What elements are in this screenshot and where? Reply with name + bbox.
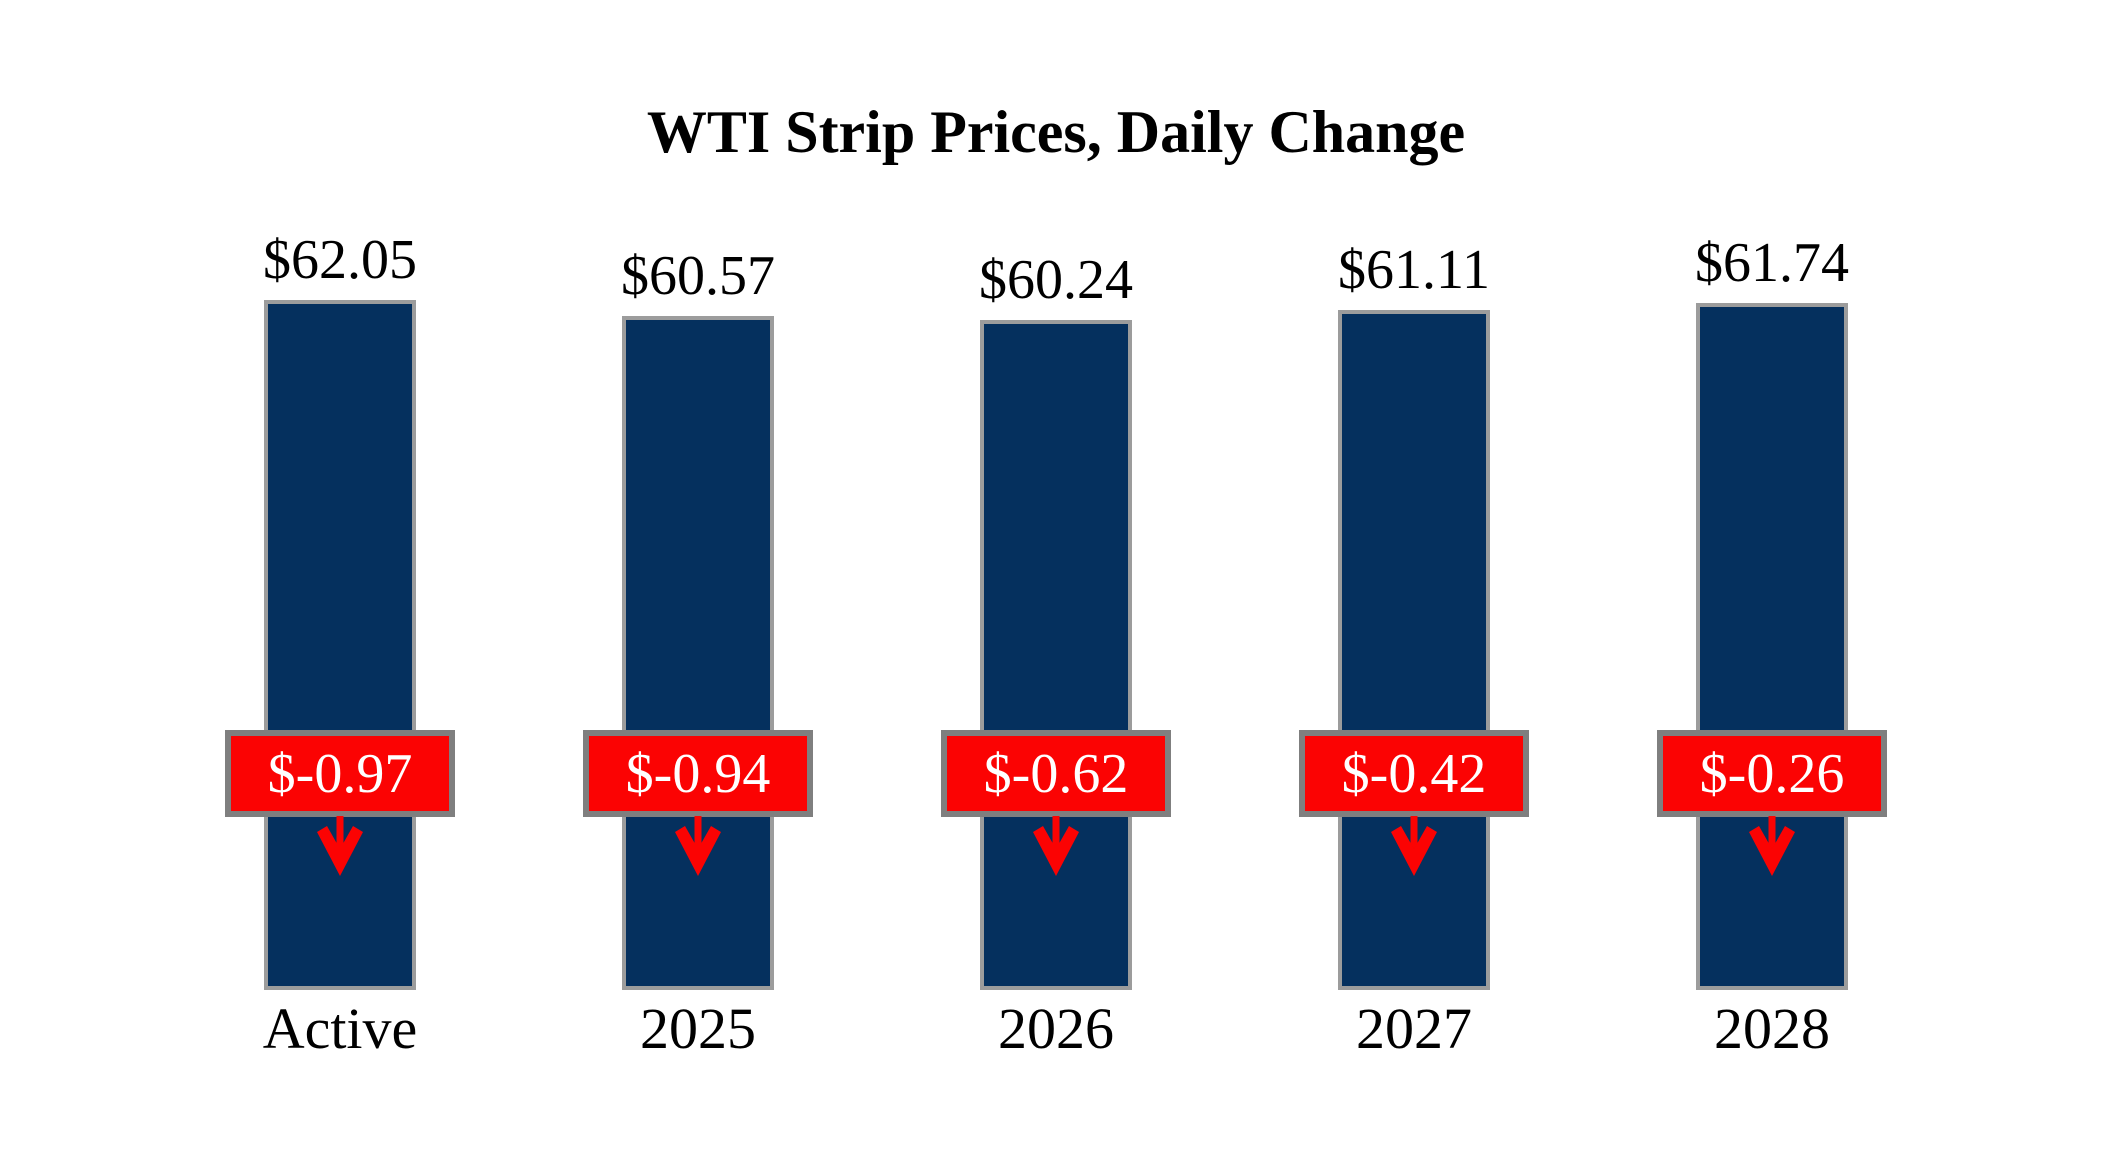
price-label: $61.11 [1338, 239, 1490, 301]
bar-group-active: $62.05 $-0.97 Active [160, 0, 520, 1152]
down-arrow-icon [1391, 816, 1437, 876]
down-arrow-icon [1749, 816, 1795, 876]
price-label: $60.24 [979, 249, 1133, 311]
bar-group-2028: $61.74 $-0.26 2028 [1592, 0, 1952, 1152]
price-label: $60.57 [621, 245, 775, 307]
change-badge: $-0.42 [1299, 730, 1529, 817]
price-bar [622, 316, 774, 990]
down-arrow-icon [317, 816, 363, 876]
bar-group-2027: $61.11 $-0.42 2027 [1234, 0, 1594, 1152]
category-label: 2026 [998, 996, 1114, 1061]
chart-title: WTI Strip Prices, Daily Change [646, 99, 1466, 165]
bar-group-2026: $60.24 $-0.62 2026 [876, 0, 1236, 1152]
category-label: Active [262, 996, 418, 1061]
price-bar [264, 300, 416, 990]
change-badge: $-0.26 [1657, 730, 1887, 817]
change-label: $-0.94 [625, 742, 771, 805]
bar-group-2025: $60.57 $-0.94 2025 [518, 0, 878, 1152]
change-label: $-0.42 [1341, 742, 1487, 805]
category-label: 2028 [1714, 996, 1830, 1061]
price-bar [1338, 310, 1490, 990]
change-badge: $-0.97 [225, 730, 455, 817]
price-bar [980, 320, 1132, 990]
category-label: 2027 [1356, 996, 1472, 1061]
price-label: $61.74 [1695, 232, 1849, 294]
change-label: $-0.26 [1699, 742, 1845, 805]
price-label: $62.05 [263, 229, 417, 291]
change-label: $-0.62 [983, 742, 1129, 805]
down-arrow-icon [1033, 816, 1079, 876]
change-badge: $-0.94 [583, 730, 813, 817]
category-label: 2025 [640, 996, 756, 1061]
price-bar [1696, 303, 1848, 990]
change-badge: $-0.62 [941, 730, 1171, 817]
down-arrow-icon [675, 816, 721, 876]
change-label: $-0.97 [267, 742, 413, 805]
